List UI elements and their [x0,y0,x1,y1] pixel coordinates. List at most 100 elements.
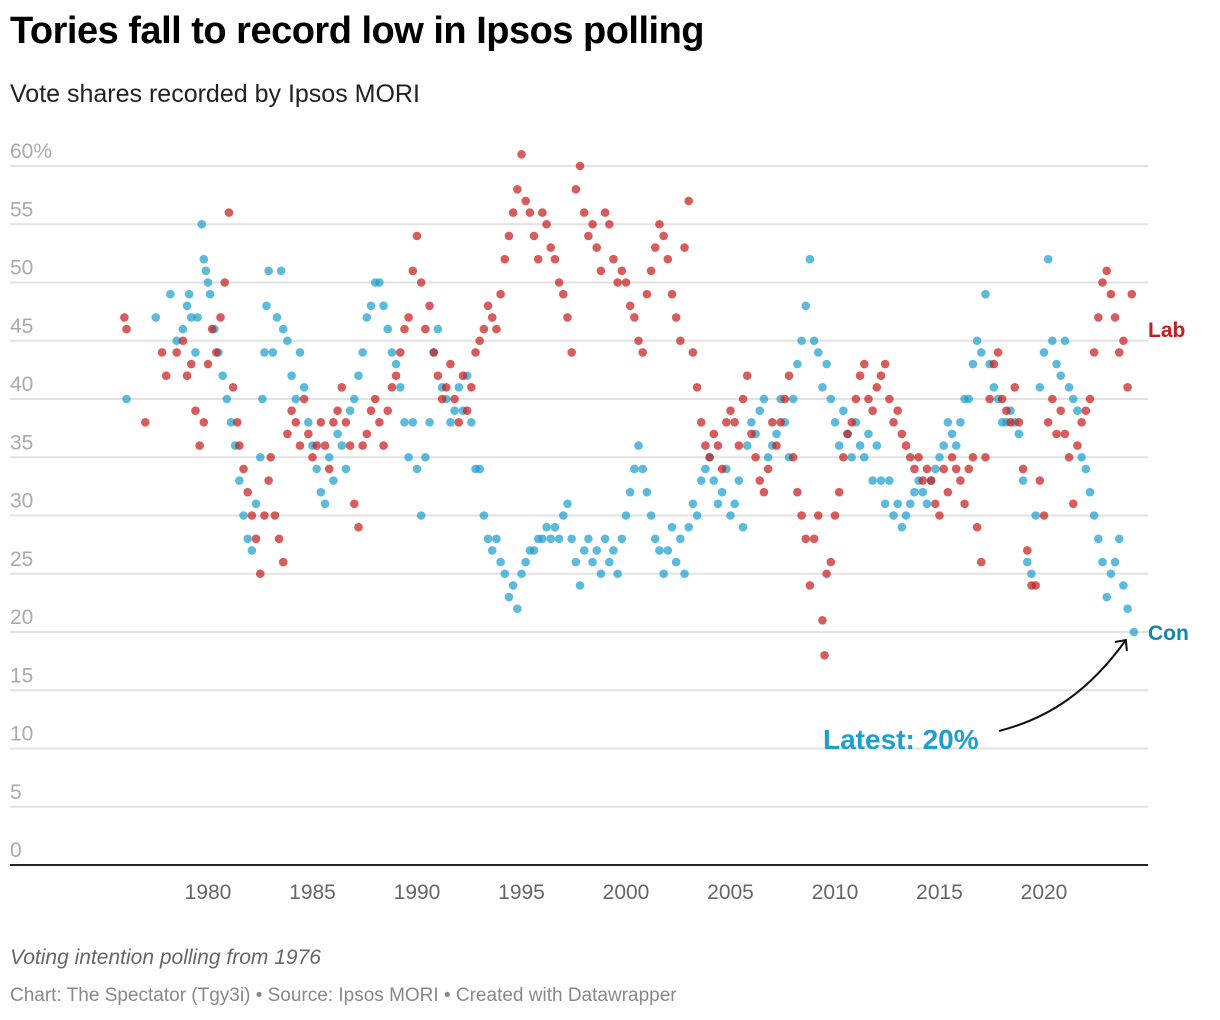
point-lab [722,418,731,427]
point-lab [375,418,384,427]
chart-notes: Voting intention polling from 1976 [10,946,321,969]
point-lab [504,231,514,241]
point-lab [747,429,756,439]
point-lab [1110,313,1120,322]
point-con [738,522,748,532]
point-lab [243,487,253,497]
point-lab [195,441,204,450]
annotation: Latest: 20% [823,638,1128,755]
x-tick-label: 1995 [498,881,545,904]
point-lab [839,452,848,462]
point-lab [600,208,610,217]
point-lab [1035,476,1045,485]
point-con [813,348,823,357]
point-con [304,418,313,427]
point-lab [260,511,269,520]
point-con [868,476,877,485]
point-con [730,499,739,509]
point-con [709,476,719,485]
point-lab [1022,546,1032,555]
point-lab [688,348,698,357]
point-lab [304,429,313,439]
point-con [634,441,643,450]
y-tick-label: 10 [10,723,33,746]
point-lab [584,231,593,241]
point-con [1077,452,1086,462]
point-con [1081,464,1091,474]
point-con [500,569,510,579]
point-lab [366,406,376,415]
point-lab [283,429,292,439]
point-lab [186,359,196,369]
point-con [947,429,957,439]
point-lab [826,557,836,567]
point-con [575,581,585,590]
point-lab [1006,418,1015,427]
point-lab [429,348,439,357]
point-con [759,394,769,404]
point-lab [696,418,706,427]
point-lab [450,394,459,404]
point-con [299,383,309,392]
point-con [550,522,560,532]
point-lab [914,452,923,462]
point-lab [847,418,857,427]
point-con [763,452,773,462]
point-con [291,394,301,404]
point-con [391,359,401,369]
point-lab [287,406,296,415]
point-lab [1085,394,1095,404]
point-lab [212,348,221,357]
point-con [788,394,798,404]
x-tick-label: 2000 [603,881,650,904]
point-lab [964,464,974,474]
point-lab [559,289,568,299]
point-con [1048,336,1057,346]
point-con [272,313,282,322]
point-con [260,348,269,357]
y-tick-label: 25 [10,548,33,571]
point-lab [981,452,990,462]
point-con [617,534,627,544]
point-lab [400,324,409,334]
point-con [218,371,227,381]
point-lab [341,418,351,427]
point-con [742,441,752,450]
point-con [889,511,898,520]
point-lab [563,313,572,322]
y-tick-label: 35 [10,431,33,454]
point-con [205,289,215,299]
point-con [684,522,693,532]
point-con [981,289,990,299]
point-lab [291,418,301,427]
point-lab [370,394,380,404]
point-lab [822,569,831,579]
point-con [1022,557,1032,567]
point-con [855,441,865,450]
point-con [203,278,213,287]
point-con [680,569,689,579]
point-lab [859,359,869,369]
point-lab [278,557,288,567]
point-lab [521,196,530,206]
point-con [1114,534,1124,544]
point-lab [517,150,526,159]
point-con [513,604,522,613]
point-lab [772,441,781,450]
point-lab [617,266,627,276]
point-lab [235,441,244,450]
point-con [408,418,418,427]
point-con [951,441,961,450]
point-lab [1064,452,1074,462]
point-con [968,359,978,369]
point-lab [513,185,522,194]
point-con [337,441,347,450]
point-con [747,418,756,427]
point-con [717,487,727,497]
point-con [496,557,505,567]
point-con [546,534,556,544]
point-con [584,534,593,544]
point-con [1056,371,1066,381]
point-con [201,266,211,276]
